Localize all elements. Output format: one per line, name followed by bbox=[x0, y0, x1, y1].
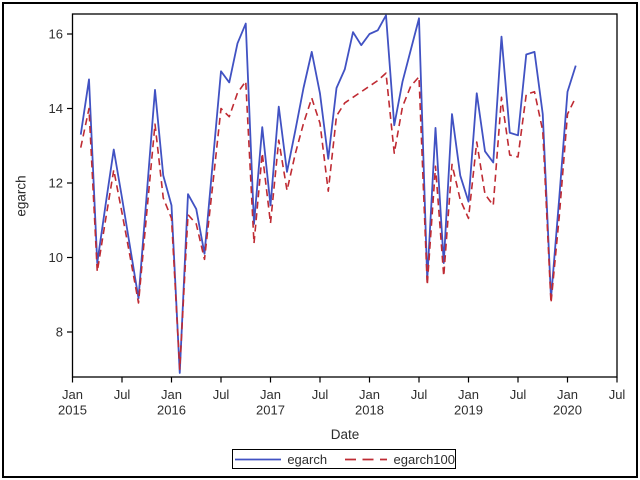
x-tick-label: Jul bbox=[114, 387, 131, 402]
y-tick-label: 16 bbox=[49, 27, 63, 42]
legend-label-egarch100: egarch100 bbox=[393, 451, 455, 467]
x-tick-label: Jul bbox=[609, 387, 626, 402]
x-tick-year: 2020 bbox=[553, 403, 582, 418]
x-tick-year: 2016 bbox=[157, 403, 186, 418]
x-tick-label: Jan bbox=[557, 387, 578, 402]
legend-label-egarch: egarch bbox=[287, 451, 328, 467]
y-tick-label: 12 bbox=[49, 176, 63, 191]
x-tick-label: Jul bbox=[213, 387, 230, 402]
x-tick-label: Jul bbox=[411, 387, 428, 402]
x-tick-year: 2019 bbox=[454, 403, 483, 418]
y-tick-label: 10 bbox=[49, 250, 63, 265]
x-tick-label: Jul bbox=[510, 387, 527, 402]
series-egarch-line bbox=[79, 14, 577, 374]
x-axis-title: Date bbox=[330, 427, 360, 442]
plot-frame bbox=[71, 13, 618, 378]
y-tick-label: 14 bbox=[49, 101, 63, 116]
x-tick-label: Jan bbox=[161, 387, 182, 402]
legend-swatch-egarch100 bbox=[345, 458, 388, 460]
x-tick-label: Jan bbox=[359, 387, 380, 402]
x-tick-label: Jan bbox=[62, 387, 83, 402]
x-tick-year: 2017 bbox=[256, 403, 285, 418]
series-egarch100-line bbox=[79, 72, 577, 371]
x-tick-label: Jan bbox=[458, 387, 479, 402]
x-tick-label: Jul bbox=[312, 387, 329, 402]
legend-swatch-egarch bbox=[235, 458, 281, 460]
x-tick-year: 2018 bbox=[355, 403, 384, 418]
y-tick-label: 8 bbox=[56, 325, 63, 340]
chart-legend: egarch egarch100 bbox=[232, 449, 456, 469]
x-tick-label: Jan bbox=[260, 387, 281, 402]
y-axis-title: egarch bbox=[13, 175, 29, 217]
x-tick-year: 2015 bbox=[58, 403, 87, 418]
